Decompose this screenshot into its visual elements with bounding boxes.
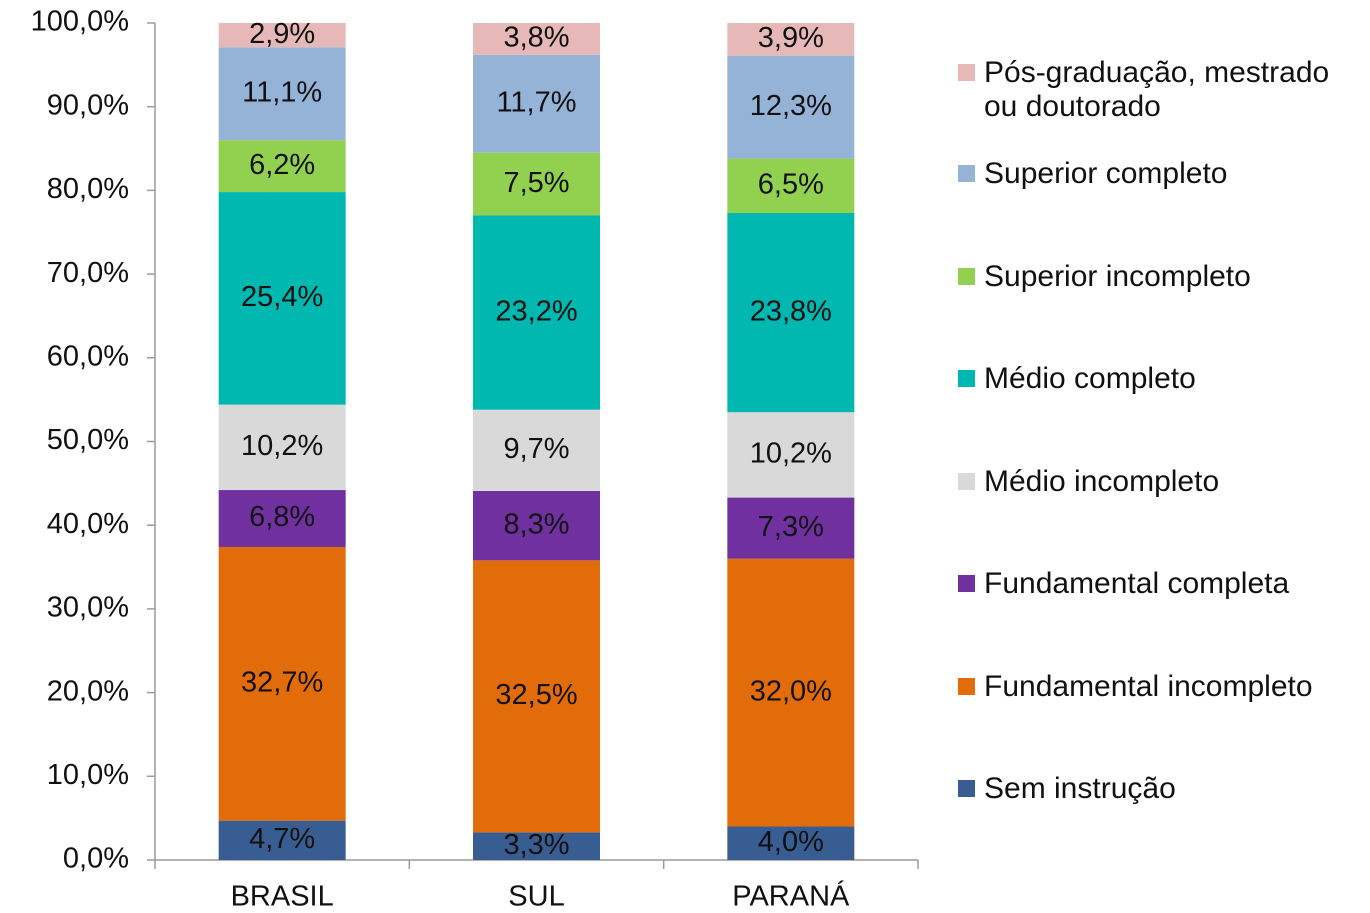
data-label: 7,3% xyxy=(758,511,824,543)
y-tick-label: 0,0% xyxy=(63,843,129,875)
data-label: 11,7% xyxy=(496,86,576,118)
legend-item: Sem instrução xyxy=(958,772,1358,806)
legend-label: Superior completo xyxy=(984,157,1228,190)
legend-swatch xyxy=(958,165,975,182)
bar-segment xyxy=(218,404,346,491)
data-label: 3,8% xyxy=(503,22,569,54)
legend-label: Pós-graduação, mestrado ou doutorado xyxy=(984,56,1330,123)
data-label: 32,5% xyxy=(495,679,577,711)
legend-item: Médio incompleto xyxy=(958,465,1358,499)
data-label: 11,1% xyxy=(242,76,322,108)
data-label: 3,3% xyxy=(503,829,569,861)
bar-segment xyxy=(473,152,600,216)
legend-item: Fundamental incompleto xyxy=(958,670,1358,704)
data-label: 8,3% xyxy=(503,508,569,540)
data-label: 10,2% xyxy=(241,430,323,462)
y-tick-label: 100,0% xyxy=(31,6,129,38)
bar-segment xyxy=(727,158,855,213)
bar-segment xyxy=(727,23,855,56)
legend-label: Fundamental completa xyxy=(984,567,1290,600)
bar-segment xyxy=(473,54,600,153)
x-tick-label: BRASIL xyxy=(231,881,334,913)
legend-label: Superior incompleto xyxy=(984,260,1251,293)
y-tick-label: 20,0% xyxy=(47,675,129,707)
data-label: 12,3% xyxy=(750,90,832,122)
legend-item: Superior incompleto xyxy=(958,260,1358,294)
data-label: 9,7% xyxy=(503,433,569,465)
bar-segment xyxy=(218,140,346,193)
bar-segment xyxy=(727,558,855,827)
y-tick-label: 30,0% xyxy=(47,592,129,624)
legend-label: Sem instrução xyxy=(984,772,1176,805)
bar-segment xyxy=(727,212,855,413)
bar-segment xyxy=(727,412,855,498)
legend-item: Pós-graduação, mestrado ou doutorado xyxy=(958,56,1358,124)
legend-item: Superior completo xyxy=(958,157,1358,191)
y-tick-label: 50,0% xyxy=(47,424,129,456)
bar-segment xyxy=(473,23,600,55)
data-label: 23,2% xyxy=(495,295,577,327)
legend-label: Fundamental incompleto xyxy=(984,670,1313,703)
legend-swatch xyxy=(958,268,975,285)
legend-item: Médio completo xyxy=(958,362,1358,396)
bar-segment xyxy=(473,490,600,561)
y-tick-label: 10,0% xyxy=(47,759,129,791)
bar-segment xyxy=(218,23,346,48)
bar-segment xyxy=(473,215,600,410)
data-label: 4,7% xyxy=(249,823,315,855)
data-label: 6,8% xyxy=(249,501,315,533)
legend-swatch xyxy=(958,575,975,592)
data-label: 3,9% xyxy=(758,22,824,54)
bar-segment xyxy=(218,820,346,860)
legend-item: Fundamental completa xyxy=(958,567,1358,601)
legend-swatch xyxy=(958,64,975,81)
y-tick-label: 60,0% xyxy=(47,340,129,372)
y-tick-label: 80,0% xyxy=(47,173,129,205)
data-label: 32,7% xyxy=(241,666,323,698)
data-label: 25,4% xyxy=(241,281,323,313)
legend-swatch xyxy=(958,473,975,490)
data-label: 6,2% xyxy=(249,149,315,181)
bar-segment xyxy=(218,546,346,821)
bar-segment xyxy=(218,47,346,141)
x-tick-label: PARANÁ xyxy=(732,880,850,913)
y-tick-label: 90,0% xyxy=(47,89,129,121)
data-label: 32,0% xyxy=(750,675,832,707)
y-tick-label: 40,0% xyxy=(47,508,129,540)
legend-label: Médio incompleto xyxy=(984,465,1220,498)
data-label: 4,0% xyxy=(758,826,824,858)
data-label: 2,9% xyxy=(249,18,315,50)
data-label: 23,8% xyxy=(750,295,832,327)
bar-segment xyxy=(218,192,346,405)
legend-label: Médio completo xyxy=(984,362,1196,395)
data-label: 7,5% xyxy=(503,167,569,199)
bar-segment xyxy=(727,826,855,860)
bar-segment xyxy=(727,55,855,159)
bar-segment xyxy=(473,832,600,860)
bar-segment xyxy=(727,497,855,559)
data-label: 10,2% xyxy=(750,438,832,470)
bar-segment xyxy=(218,490,346,547)
y-tick-label: 70,0% xyxy=(47,257,129,289)
x-tick-label: SUL xyxy=(508,881,564,913)
data-label: 6,5% xyxy=(758,168,824,200)
legend-swatch xyxy=(958,678,975,695)
legend-swatch xyxy=(958,780,975,797)
legend-swatch xyxy=(958,370,975,387)
bar-segment xyxy=(473,409,600,491)
bar-segment xyxy=(473,560,600,833)
